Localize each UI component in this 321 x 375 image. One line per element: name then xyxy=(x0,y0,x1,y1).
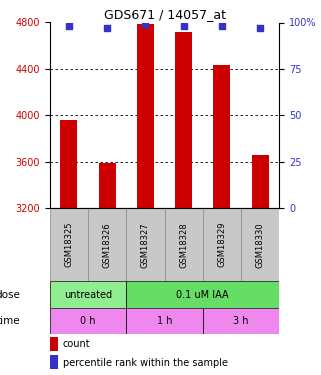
Bar xyxy=(99,163,116,208)
Point xyxy=(143,21,148,27)
Bar xyxy=(50,355,58,369)
Bar xyxy=(203,308,279,334)
Bar xyxy=(126,281,279,308)
Point xyxy=(181,23,186,29)
Text: 1 h: 1 h xyxy=(157,316,172,326)
Bar xyxy=(252,155,269,208)
Text: GSM18326: GSM18326 xyxy=(103,222,112,267)
Point xyxy=(66,23,72,29)
Bar xyxy=(126,308,203,334)
Bar xyxy=(213,65,230,208)
Bar xyxy=(50,337,58,351)
Text: GSM18330: GSM18330 xyxy=(256,222,265,267)
Text: 0 h: 0 h xyxy=(80,316,96,326)
Text: 0.1 uM IAA: 0.1 uM IAA xyxy=(177,290,229,300)
Text: GSM18328: GSM18328 xyxy=(179,222,188,267)
Bar xyxy=(241,208,279,281)
Bar xyxy=(126,208,164,281)
Text: GSM18329: GSM18329 xyxy=(217,222,226,267)
Text: untreated: untreated xyxy=(64,290,112,300)
Bar xyxy=(88,208,126,281)
Text: time: time xyxy=(0,316,20,326)
Bar xyxy=(50,308,126,334)
Point xyxy=(219,23,224,29)
Point xyxy=(105,25,110,31)
Point xyxy=(257,25,263,31)
Bar xyxy=(137,24,154,208)
Text: dose: dose xyxy=(0,290,20,300)
Text: count: count xyxy=(63,339,90,349)
Bar xyxy=(175,32,192,208)
Text: GSM18325: GSM18325 xyxy=(65,222,74,267)
Bar xyxy=(50,281,126,308)
Bar xyxy=(60,120,77,208)
Text: percentile rank within the sample: percentile rank within the sample xyxy=(63,358,228,368)
Text: GSM18327: GSM18327 xyxy=(141,222,150,267)
Title: GDS671 / 14057_at: GDS671 / 14057_at xyxy=(103,8,226,21)
Bar xyxy=(203,208,241,281)
Text: 3 h: 3 h xyxy=(233,316,249,326)
Bar xyxy=(164,208,203,281)
Bar xyxy=(50,208,88,281)
